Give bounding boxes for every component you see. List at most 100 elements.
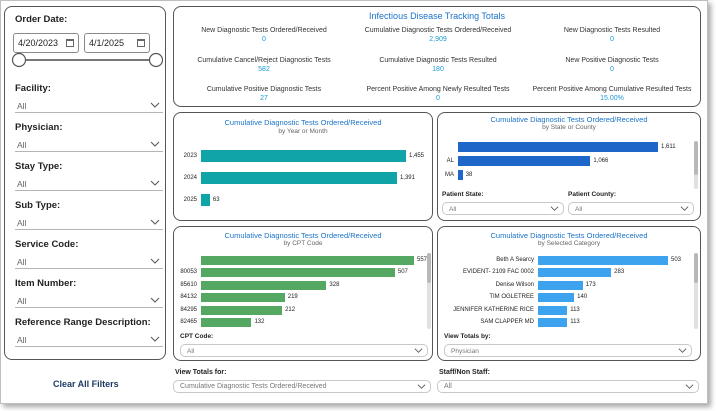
cpt-code-value: All bbox=[187, 348, 195, 355]
reference-range-label: Reference Range Description: bbox=[15, 317, 151, 328]
bar[interactable] bbox=[458, 170, 463, 180]
calendar-icon[interactable] bbox=[137, 39, 145, 47]
bar-value-label: 1,066 bbox=[593, 157, 609, 164]
view-totals-for-value: Cumulative Diagnostic Tests Ordered/Rece… bbox=[180, 383, 327, 390]
bar[interactable] bbox=[201, 268, 395, 278]
bar[interactable] bbox=[201, 194, 210, 206]
sub-type-select[interactable]: All bbox=[15, 216, 163, 230]
bar-value-label: 328 bbox=[329, 281, 340, 288]
patient-state-select[interactable]: All bbox=[442, 202, 564, 215]
stay-type-value: All bbox=[17, 179, 27, 189]
total-label: Cumulative Positive Diagnostic Tests bbox=[206, 86, 322, 93]
dashboard-frame: Order Date: 4/20/2023 4/1/2025 Facility:… bbox=[0, 0, 708, 404]
service-code-value: All bbox=[17, 257, 27, 267]
date-to-value: 4/1/2025 bbox=[89, 38, 125, 48]
bar[interactable] bbox=[201, 150, 406, 162]
total-value: 0 bbox=[262, 36, 266, 43]
bar[interactable] bbox=[201, 293, 285, 303]
bar[interactable] bbox=[201, 256, 414, 265]
patient-state-label: Patient State: bbox=[442, 191, 484, 198]
physician-select[interactable]: All bbox=[15, 138, 163, 152]
bar-value-label: 283 bbox=[614, 269, 625, 276]
bar[interactable] bbox=[201, 318, 252, 327]
bar-category-label: 2024 bbox=[183, 174, 197, 181]
bar-value-label: 132 bbox=[254, 319, 265, 325]
total-label: New Diagnostic Tests Ordered/Received bbox=[201, 27, 327, 34]
scrollbar-thumb[interactable] bbox=[694, 253, 698, 283]
bar-category-label: Beth A Searcy bbox=[496, 257, 534, 263]
bar-category-label: EVIDENT- 2109 FAC 0002 bbox=[462, 269, 534, 276]
bar[interactable] bbox=[538, 305, 568, 315]
bar-category-label: SAM CLAPPER MD bbox=[480, 319, 534, 325]
cpt-code-select[interactable]: All bbox=[180, 344, 428, 357]
chart-subtitle: by CPT Code bbox=[283, 240, 323, 247]
total-value: 180 bbox=[432, 66, 444, 73]
slider-handle-start[interactable] bbox=[11, 52, 27, 68]
slider-handle-end[interactable] bbox=[148, 52, 163, 68]
date-range-slider[interactable] bbox=[11, 52, 163, 68]
chart-subtitle: by Year or Month bbox=[278, 128, 328, 135]
view-totals-for-select[interactable]: Cumulative Diagnostic Tests Ordered/Rece… bbox=[173, 380, 431, 393]
chevron-down-icon bbox=[685, 384, 694, 389]
chevron-down-icon bbox=[417, 384, 426, 389]
service-code-select[interactable]: All bbox=[15, 255, 163, 269]
bar[interactable] bbox=[538, 268, 612, 278]
patient-county-value: All bbox=[575, 206, 583, 213]
filter-panel: Order Date: 4/20/2023 4/1/2025 Facility:… bbox=[4, 6, 166, 360]
facility-select[interactable]: All bbox=[15, 99, 163, 113]
view-totals-by-select[interactable]: Physician bbox=[444, 344, 692, 357]
total-value: 27 bbox=[260, 95, 268, 102]
bar[interactable] bbox=[538, 318, 568, 327]
calendar-icon[interactable] bbox=[66, 39, 74, 47]
bar-value-label: 1,611 bbox=[661, 143, 676, 150]
total-label: Percent Positive Among Newly Resulted Te… bbox=[366, 86, 510, 93]
facility-value: All bbox=[17, 101, 27, 111]
bar-value-label: 212 bbox=[285, 306, 296, 313]
bar[interactable] bbox=[201, 280, 327, 290]
patient-state-value: All bbox=[449, 206, 457, 213]
date-from-input[interactable]: 4/20/2023 bbox=[13, 33, 79, 53]
staff-non-staff-label: Staff/Non Staff: bbox=[439, 369, 490, 376]
sub-type-label: Sub Type: bbox=[15, 200, 61, 211]
patient-county-label: Patient County: bbox=[568, 191, 617, 198]
chevron-down-icon bbox=[550, 206, 559, 211]
chart-scrollbar[interactable] bbox=[694, 253, 698, 329]
bar-category-label: TIM OGLETREE bbox=[489, 294, 534, 301]
total-value: 582 bbox=[258, 66, 270, 73]
chevron-down-icon bbox=[150, 297, 160, 303]
bar-category-label: 84132 bbox=[180, 294, 197, 301]
patient-county-select[interactable]: All bbox=[568, 202, 694, 215]
item-number-select[interactable]: All bbox=[15, 294, 163, 308]
stay-type-label: Stay Type: bbox=[15, 161, 63, 172]
chevron-down-icon bbox=[414, 348, 423, 353]
chart-subtitle: by Selected Category bbox=[537, 240, 601, 247]
chevron-down-icon bbox=[150, 258, 160, 264]
clear-all-filters-button[interactable]: Clear All Filters bbox=[53, 379, 119, 389]
bar-category-label: 85610 bbox=[180, 281, 197, 288]
facility-label: Facility: bbox=[15, 83, 51, 94]
stay-type-select[interactable]: All bbox=[15, 177, 163, 191]
bar[interactable] bbox=[458, 156, 591, 166]
bar-value-label: 140 bbox=[577, 294, 588, 301]
item-number-value: All bbox=[17, 296, 27, 306]
bar[interactable] bbox=[201, 305, 283, 315]
bar-category-label: AL bbox=[446, 157, 454, 164]
reference-range-select[interactable]: All bbox=[15, 333, 163, 347]
total-value: 15.00% bbox=[600, 95, 624, 102]
chart-scrollbar[interactable] bbox=[427, 253, 431, 329]
scrollbar-thumb[interactable] bbox=[427, 253, 431, 283]
total-value: 0 bbox=[436, 95, 440, 102]
date-to-input[interactable]: 4/1/2025 bbox=[84, 33, 150, 53]
scrollbar-thumb[interactable] bbox=[694, 141, 698, 175]
bar[interactable] bbox=[538, 280, 583, 290]
bar[interactable] bbox=[538, 293, 575, 303]
chart-scrollbar[interactable] bbox=[694, 141, 698, 189]
staff-non-staff-select[interactable]: All bbox=[437, 380, 699, 393]
bar-category-label: 80053 bbox=[180, 269, 197, 276]
physician-value: All bbox=[17, 140, 27, 150]
bar[interactable] bbox=[458, 142, 658, 152]
bar[interactable] bbox=[201, 172, 397, 184]
chart-subtitle: by State or County bbox=[542, 124, 596, 131]
bar[interactable] bbox=[538, 256, 668, 265]
bar-value-label: 507 bbox=[397, 269, 408, 276]
